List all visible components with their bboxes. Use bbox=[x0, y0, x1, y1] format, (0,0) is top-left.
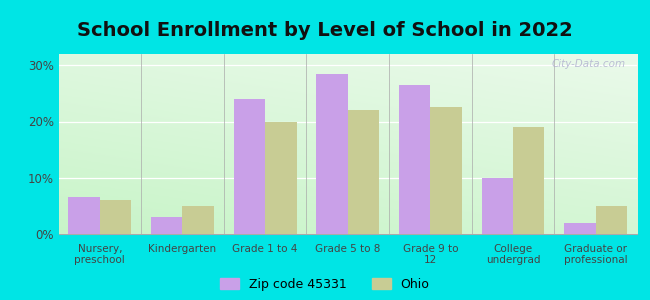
Bar bbox=[482, 178, 513, 234]
Text: School Enrollment by Level of School in 2022: School Enrollment by Level of School in … bbox=[77, 21, 573, 40]
Bar bbox=[68, 197, 100, 234]
Bar bbox=[564, 223, 595, 234]
Bar bbox=[317, 74, 348, 234]
Bar bbox=[399, 85, 430, 234]
Bar bbox=[430, 107, 461, 234]
Bar bbox=[265, 122, 296, 234]
Legend: Zip code 45331, Ohio: Zip code 45331, Ohio bbox=[220, 278, 430, 291]
Bar bbox=[183, 206, 214, 234]
Bar bbox=[348, 110, 379, 234]
Bar bbox=[151, 217, 183, 234]
Bar bbox=[595, 206, 627, 234]
Bar bbox=[234, 99, 265, 234]
Bar bbox=[513, 127, 545, 234]
Bar bbox=[100, 200, 131, 234]
Text: City-Data.com: City-Data.com bbox=[551, 59, 625, 69]
